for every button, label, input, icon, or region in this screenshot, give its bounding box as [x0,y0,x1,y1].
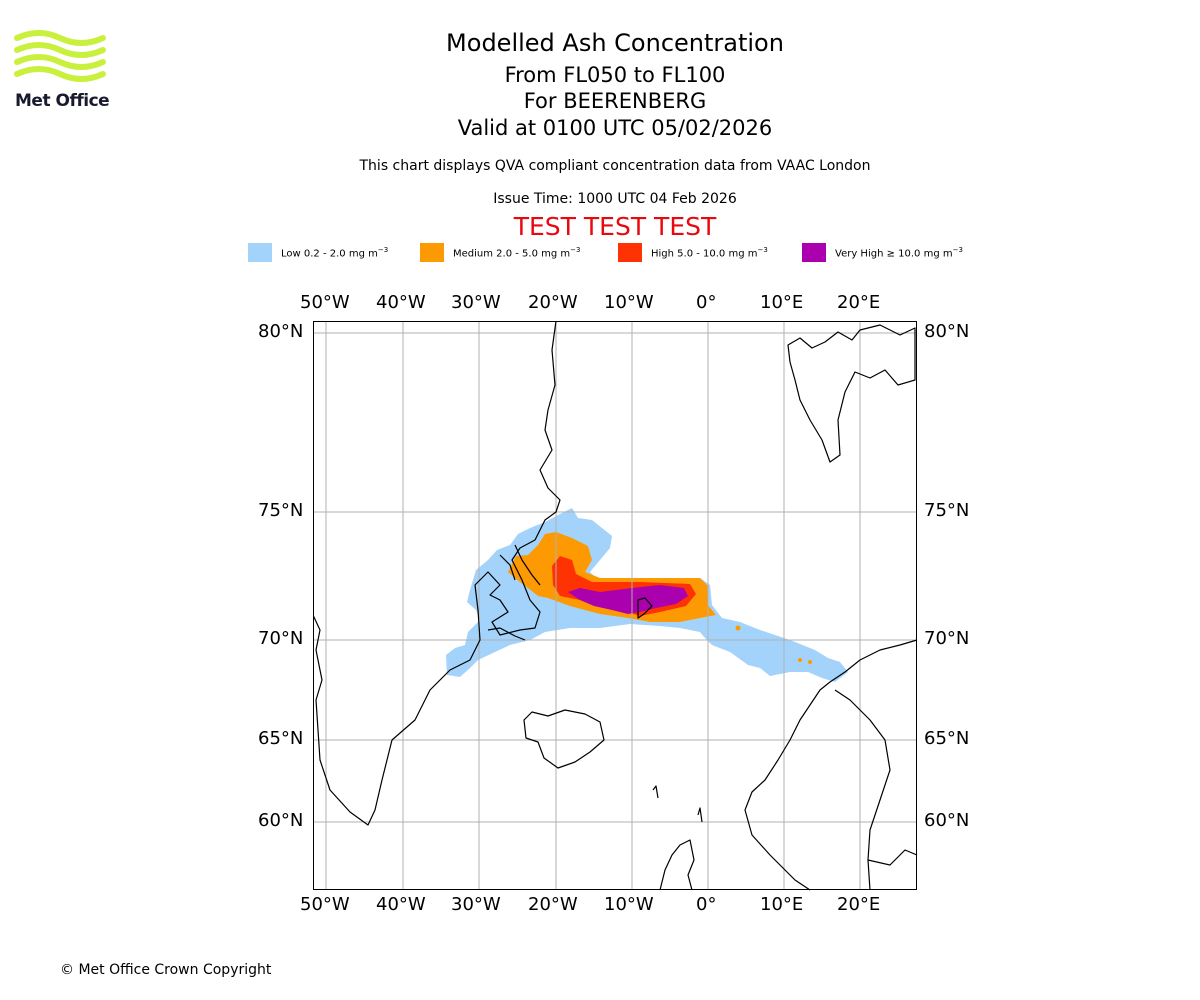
lat-label-left-70n: 70°N [258,628,304,649]
test-banner: TEST TEST TEST [513,212,717,241]
lon-label-bottom-10e: 10°E [760,894,804,915]
legend-label-high: High 5.0 - 10.0 mg m−3 [651,245,768,260]
scandinavia-coast [744,639,918,891]
lat-label-left-75n: 75°N [258,500,304,521]
lon-label-bottom-50w: 50°W [300,894,350,915]
legend-label-very-high: Very High ≥ 10.0 mg m−3 [835,245,963,260]
ash-map [313,321,918,891]
copyright: © Met Office Crown Copyright [60,962,272,978]
met-office-logo-icon [14,30,106,82]
lon-label-top-40w: 40°W [376,292,426,313]
lon-label-top-30w: 30°W [451,292,501,313]
lon-label-bottom-40w: 40°W [376,894,426,915]
jan-mayen-coast [637,597,653,619]
qva-note: This chart displays QVA compliant concen… [359,158,871,174]
graticule [313,321,917,890]
lon-label-top-20e: 20°E [837,292,881,313]
legend-swatch-medium [420,243,444,262]
ash-very-high-layer [568,585,688,614]
lat-label-right-80n: 80°N [924,321,970,342]
lon-label-bottom-20w: 20°W [528,894,578,915]
lat-label-right-60n: 60°N [924,810,970,831]
legend-item-low: Low 0.2 - 2.0 mg m−3 [248,243,388,262]
lat-label-right-75n: 75°N [924,500,970,521]
coastlines [313,321,918,891]
lat-label-left-60n: 60°N [258,810,304,831]
legend-item-high: High 5.0 - 10.0 mg m−3 [618,243,768,262]
lon-label-top-50w: 50°W [300,292,350,313]
legend-swatch-high [618,243,642,262]
lat-label-right-70n: 70°N [924,628,970,649]
lon-label-top-20w: 20°W [528,292,578,313]
lat-label-left-65n: 65°N [258,728,304,749]
lon-label-bottom-0: 0° [696,894,717,915]
lon-label-bottom-30w: 30°W [451,894,501,915]
logo-text: Met Office [15,91,110,111]
legend-label-low: Low 0.2 - 2.0 mg m−3 [281,245,389,260]
valid-time: Valid at 0100 UTC 05/02/2026 [457,116,773,140]
lon-label-top-10w: 10°W [604,292,654,313]
lon-label-bottom-10w: 10°W [604,894,654,915]
legend-label-medium: Medium 2.0 - 5.0 mg m−3 [453,245,581,260]
legend-item-very-high: Very High ≥ 10.0 mg m−3 [802,243,963,262]
map-frame [313,321,917,890]
issue-time: Issue Time: 1000 UTC 04 Feb 2026 [493,191,737,207]
lon-label-top-10e: 10°E [760,292,804,313]
greenland-coast [313,321,561,826]
lon-label-top-0: 0° [696,292,717,313]
lat-label-left-80n: 80°N [258,321,304,342]
svalbard-coast [787,324,916,463]
legend-swatch-low [248,243,272,262]
lon-label-bottom-20e: 20°E [837,894,881,915]
flight-levels: From FL050 to FL100 [504,63,726,87]
iceland-coast [523,709,605,769]
volcano-name: For BEERENBERG [523,89,707,113]
legend-item-medium: Medium 2.0 - 5.0 mg m−3 [420,243,580,262]
lat-label-right-65n: 65°N [924,728,970,749]
chart-title: Modelled Ash Concentration [446,29,784,57]
legend-swatch-very-high [802,243,826,262]
scotland-coast [659,839,695,891]
